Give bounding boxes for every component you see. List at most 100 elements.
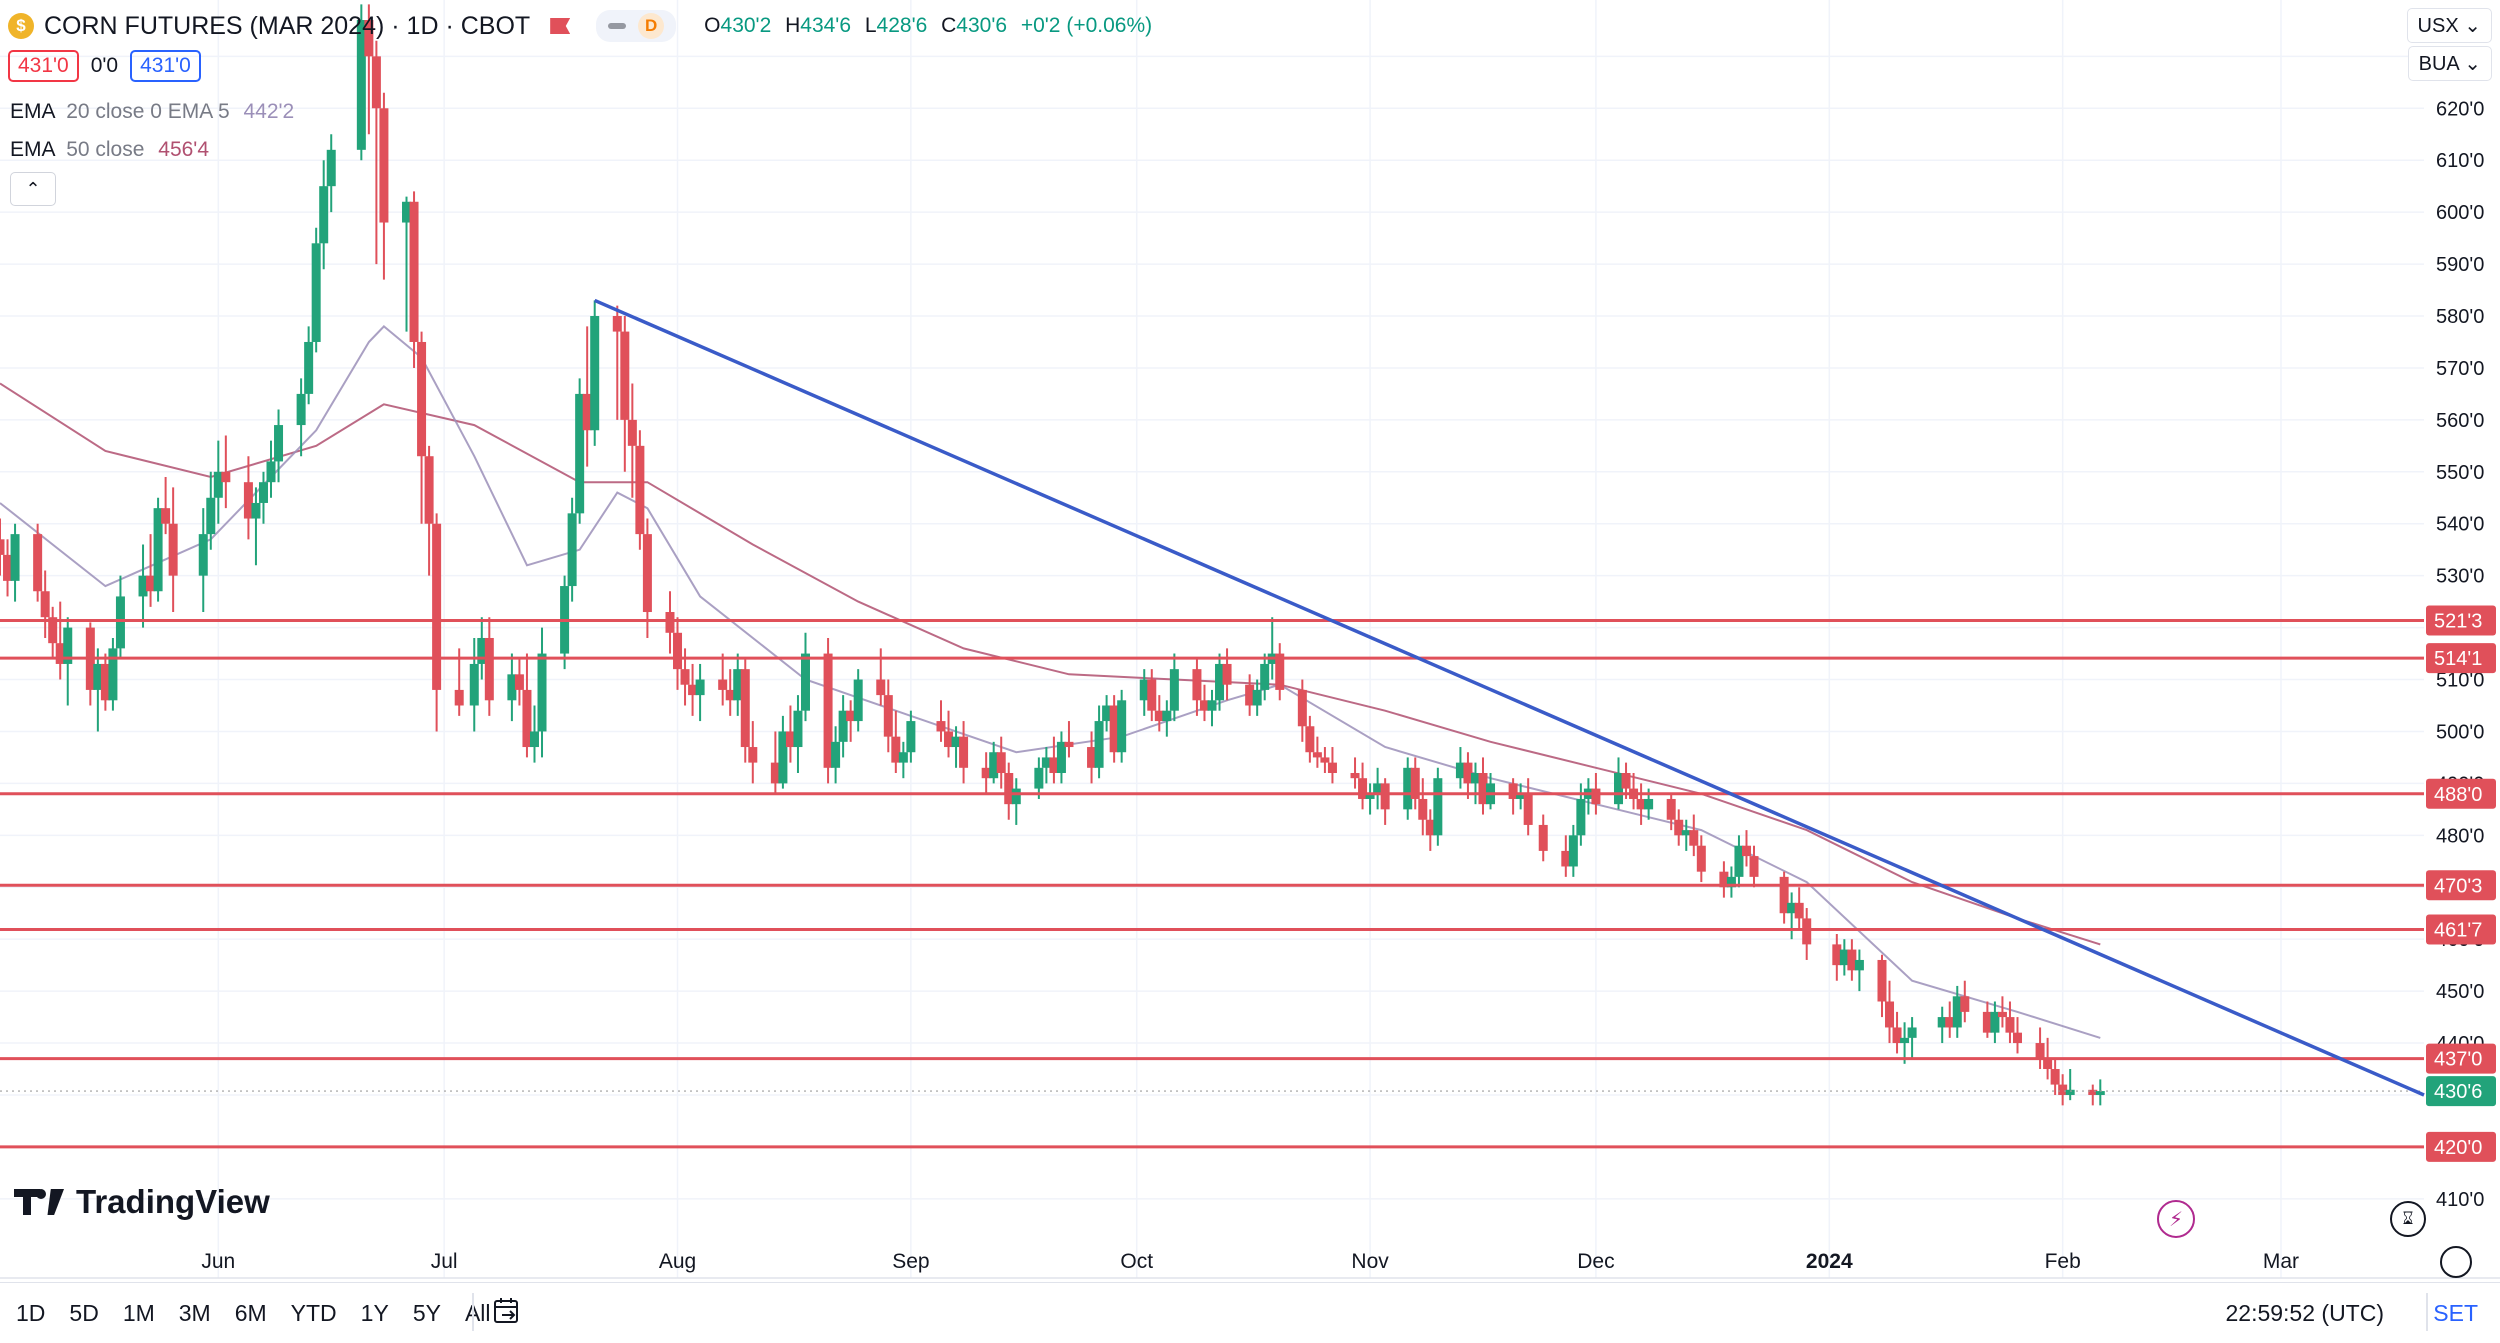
range-ytd[interactable]: YTD: [290, 1300, 337, 1326]
calendar-goto-icon[interactable]: [492, 1296, 522, 1326]
close-value: 430'6: [956, 14, 1008, 37]
candle-body: [409, 201, 419, 342]
candle-body: [590, 316, 600, 431]
downtrend-line: [594, 298, 2425, 1097]
candle-body: [432, 523, 442, 690]
candle-body: [1425, 819, 1435, 836]
lightning-icon[interactable]: ⚡︎: [2157, 1200, 2195, 1238]
candle-body: [1576, 798, 1586, 836]
range-all[interactable]: All: [464, 1300, 491, 1326]
flag-icon[interactable]: [550, 18, 571, 34]
x-tick-label: Dec: [1577, 1250, 1614, 1273]
candle-body: [620, 331, 630, 420]
chevron-up-icon[interactable]: ⌃: [10, 172, 56, 206]
y-tick-label: 540'0: [2436, 514, 2484, 536]
candle-body: [266, 461, 276, 483]
candle-body: [522, 689, 532, 748]
candle-body: [484, 637, 494, 701]
indicator-ema-50[interactable]: EMA 50 close 456'4: [10, 138, 209, 161]
price-row: 431'0 0'0 431'0: [8, 50, 201, 82]
candle-body: [1734, 845, 1744, 877]
candle-body: [1516, 793, 1526, 799]
range-1y[interactable]: 1Y: [360, 1300, 389, 1326]
candle-body: [48, 617, 58, 644]
candle-body: [1102, 705, 1112, 722]
candle-body: [258, 482, 268, 503]
candle-body: [371, 56, 381, 109]
candle-body: [1696, 845, 1706, 872]
tradingview-logo: TradingView: [14, 1183, 270, 1221]
candle-body: [1689, 830, 1699, 846]
candle-body: [1463, 762, 1473, 784]
candle-body: [2012, 1032, 2022, 1044]
candle-body: [951, 736, 961, 748]
buy-price-button[interactable]: 431'0: [130, 50, 201, 82]
x-tick-label: Nov: [1351, 1250, 1389, 1273]
candle-body: [1892, 1027, 1902, 1044]
candle-body: [1064, 741, 1074, 748]
sell-price-button[interactable]: 431'0: [8, 50, 79, 82]
y-tick-label: 560'0: [2436, 410, 2484, 432]
candle-body: [680, 669, 690, 685]
candle-body: [1839, 949, 1849, 966]
candle-body: [304, 341, 314, 394]
range-5d[interactable]: 5D: [69, 1300, 99, 1326]
candle-body: [642, 534, 652, 613]
level-price-tag: [2426, 870, 2496, 901]
candle-body: [311, 243, 321, 342]
candle-body: [853, 679, 863, 722]
candle-body: [1245, 684, 1255, 706]
candle-body: [198, 534, 208, 576]
tradingview-logo-icon: [14, 1187, 66, 1217]
candle-body: [1568, 835, 1578, 867]
coin-icon: $: [8, 13, 34, 39]
minus-icon: [608, 23, 627, 29]
currency-select[interactable]: USX ⌄: [2406, 8, 2492, 43]
candle-body: [959, 736, 969, 768]
level-price-tag: [2426, 778, 2496, 809]
range-1d[interactable]: 1D: [16, 1300, 46, 1326]
market-status-pill[interactable]: D: [596, 10, 677, 42]
candle-body: [778, 731, 788, 784]
chart-header: $ CORN FUTURES (MAR 2024) · 1D · CBOT D …: [8, 8, 1160, 44]
indicator-ema-20[interactable]: EMA 20 close 0 EMA 5 442'2: [10, 100, 295, 123]
unit-select[interactable]: BUA ⌄: [2407, 46, 2492, 81]
y-tick-label: 550'0: [2436, 462, 2484, 484]
candle-body: [55, 643, 65, 664]
candle-body: [635, 445, 645, 535]
ema-20-line: [0, 325, 2101, 1039]
level-price-tag: [2426, 1131, 2496, 1162]
candle-body: [1087, 747, 1097, 768]
candle-body: [673, 632, 683, 670]
last-price-label: 430'6: [2434, 1081, 2482, 1103]
range-selector: 1D 5D 1M 3M 6M YTD 1Y 5Y All: [16, 1300, 491, 1327]
range-3m[interactable]: 3M: [178, 1300, 211, 1326]
gear-icon[interactable]: [2440, 1246, 2472, 1278]
high-value: 434'6: [800, 14, 851, 37]
candle-body: [1960, 996, 1970, 1012]
candle-body: [1320, 757, 1330, 763]
candle-body: [612, 316, 622, 332]
candle-body: [243, 482, 253, 519]
session-button[interactable]: SET: [2433, 1300, 2478, 1326]
range-6m[interactable]: 6M: [234, 1300, 267, 1326]
hourglass-icon[interactable]: ⌛︎: [2390, 1201, 2426, 1237]
candle-body: [1034, 767, 1044, 789]
ema-50-value: 456'4: [158, 138, 209, 161]
range-1m[interactable]: 1M: [122, 1300, 155, 1326]
candle-body: [1199, 700, 1209, 711]
candle-body: [251, 502, 261, 519]
y-tick-label: 620'0: [2436, 98, 2484, 120]
candle-body: [1719, 871, 1729, 888]
utc-clock[interactable]: 22:59:52 (UTC): [2225, 1300, 2384, 1326]
candle-body: [469, 663, 479, 706]
candle-body: [891, 736, 901, 763]
candle-body: [3, 554, 13, 581]
candle-body: [1877, 959, 1887, 1002]
candle-body: [1365, 793, 1375, 799]
range-5y[interactable]: 5Y: [412, 1300, 441, 1326]
candle-body: [567, 513, 577, 587]
symbol-title[interactable]: CORN FUTURES (MAR 2024) · 1D · CBOT: [44, 11, 531, 40]
candle-body: [1666, 798, 1676, 820]
